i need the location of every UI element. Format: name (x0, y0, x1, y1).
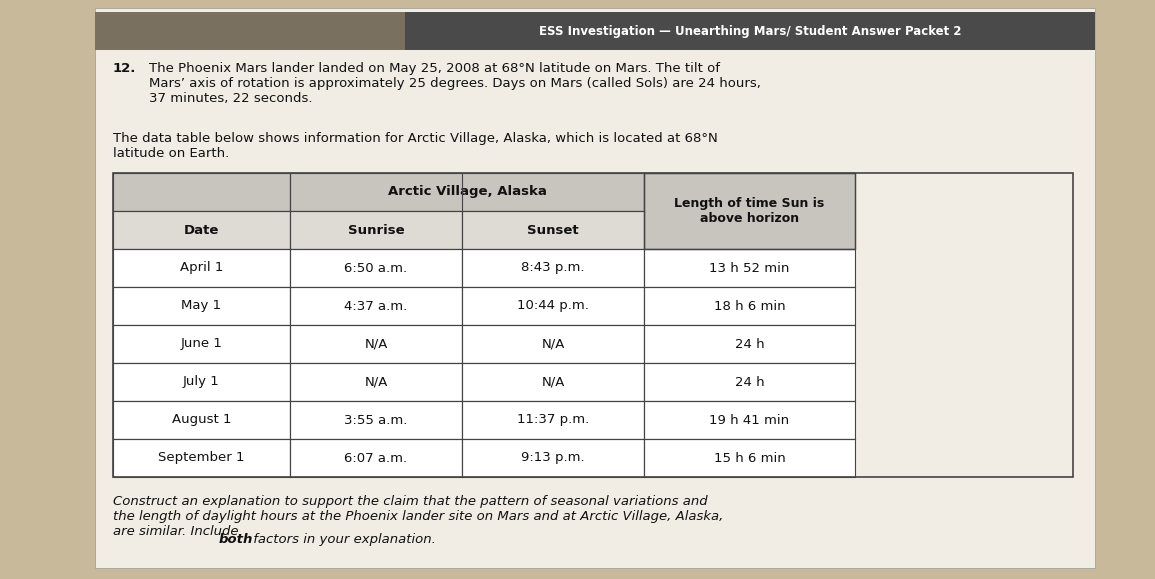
Bar (113, 287, 290, 325)
Bar (290, 439, 462, 477)
Bar (95, 8, 1095, 568)
Text: 24 h: 24 h (735, 376, 765, 389)
Text: 19 h 41 min: 19 h 41 min (709, 413, 790, 427)
Bar (113, 325, 290, 363)
Bar (290, 363, 462, 401)
Bar (462, 439, 644, 477)
Text: 10:44 p.m.: 10:44 p.m. (517, 299, 589, 313)
Text: both: both (219, 533, 253, 546)
Bar (644, 439, 855, 477)
Text: 6:50 a.m.: 6:50 a.m. (344, 262, 408, 274)
Bar (113, 401, 290, 439)
Text: The data table below shows information for Arctic Village, Alaska, which is loca: The data table below shows information f… (113, 132, 717, 160)
Bar (290, 325, 462, 363)
Bar (290, 173, 644, 211)
Bar (290, 287, 462, 325)
Bar (462, 211, 644, 249)
Text: 18 h 6 min: 18 h 6 min (714, 299, 785, 313)
Text: July 1: July 1 (184, 376, 219, 389)
Bar (95, 12, 405, 50)
Text: 13 h 52 min: 13 h 52 min (709, 262, 790, 274)
Text: 3:55 a.m.: 3:55 a.m. (344, 413, 408, 427)
Text: 24 h: 24 h (735, 338, 765, 350)
Bar (113, 249, 290, 287)
Bar (462, 363, 644, 401)
Text: Construct an explanation to support the claim that the pattern of seasonal varia: Construct an explanation to support the … (113, 495, 723, 538)
Text: 11:37 p.m.: 11:37 p.m. (517, 413, 589, 427)
Bar (405, 12, 1095, 50)
Text: September 1: September 1 (158, 452, 245, 464)
Bar (644, 325, 855, 363)
Text: June 1: June 1 (180, 338, 223, 350)
Text: factors in your explanation.: factors in your explanation. (249, 533, 435, 546)
Bar (462, 287, 644, 325)
Bar (644, 173, 855, 249)
Text: Arctic Village, Alaska: Arctic Village, Alaska (388, 185, 546, 199)
Bar (644, 363, 855, 401)
Bar (113, 439, 290, 477)
Text: 8:43 p.m.: 8:43 p.m. (521, 262, 584, 274)
Bar (113, 173, 1073, 477)
Bar (644, 173, 855, 249)
Text: N/A: N/A (364, 376, 388, 389)
Text: Sunrise: Sunrise (348, 223, 404, 236)
Bar (462, 249, 644, 287)
Text: Date: Date (184, 223, 219, 236)
Bar (462, 401, 644, 439)
Text: The Phoenix Mars lander landed on May 25, 2008 at 68°N latitude on Mars. The til: The Phoenix Mars lander landed on May 25… (149, 62, 761, 105)
Bar (113, 211, 290, 249)
Bar (113, 363, 290, 401)
Bar (290, 249, 462, 287)
Text: May 1: May 1 (181, 299, 222, 313)
Text: August 1: August 1 (172, 413, 231, 427)
Bar (290, 211, 462, 249)
Text: Sunset: Sunset (527, 223, 579, 236)
Text: April 1: April 1 (180, 262, 223, 274)
Bar (644, 401, 855, 439)
Text: 12.: 12. (113, 62, 136, 75)
Bar (113, 173, 290, 211)
Text: 4:37 a.m.: 4:37 a.m. (344, 299, 408, 313)
Bar (644, 287, 855, 325)
Text: 15 h 6 min: 15 h 6 min (714, 452, 785, 464)
Bar (644, 249, 855, 287)
Text: N/A: N/A (364, 338, 388, 350)
Text: N/A: N/A (542, 338, 565, 350)
Text: Length of time Sun is
above horizon: Length of time Sun is above horizon (675, 197, 825, 225)
Text: 6:07 a.m.: 6:07 a.m. (344, 452, 408, 464)
Bar (462, 325, 644, 363)
Bar (290, 401, 462, 439)
Text: ESS Investigation — Unearthing Mars/ Student Answer Packet 2: ESS Investigation — Unearthing Mars/ Stu… (538, 24, 961, 38)
Text: N/A: N/A (542, 376, 565, 389)
Text: 9:13 p.m.: 9:13 p.m. (521, 452, 584, 464)
